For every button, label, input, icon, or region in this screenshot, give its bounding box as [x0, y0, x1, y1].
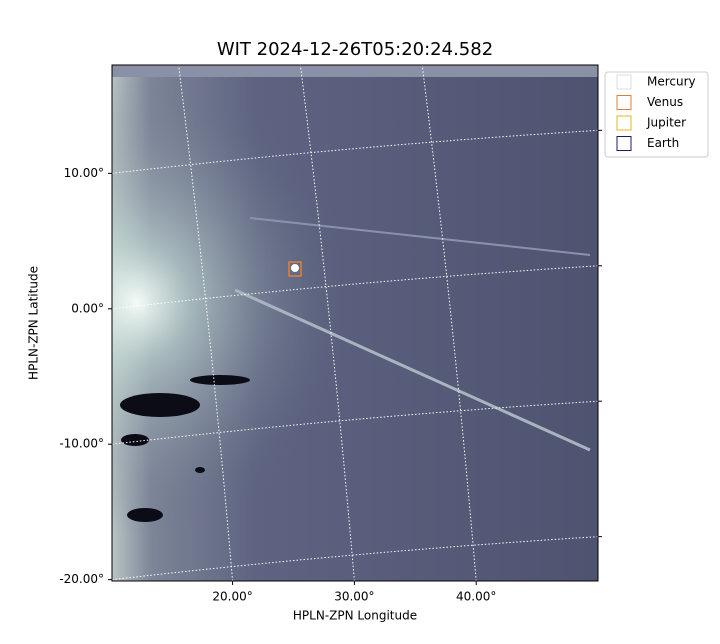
legend	[604, 71, 709, 158]
legend-marker	[616, 136, 632, 151]
chart-title: WIT 2024-12-26T05:20:24.582	[217, 39, 493, 60]
y-tick-label: 10.00°	[64, 166, 104, 180]
legend-label: Mercury	[647, 75, 696, 89]
grid-line	[111, 400, 599, 445]
top-band	[112, 65, 598, 77]
grid-line	[178, 64, 234, 582]
streak	[249, 217, 591, 256]
legend-marker	[616, 115, 632, 131]
streak	[234, 288, 591, 452]
y-axis-label: HPLN-ZPN Latitude	[27, 266, 41, 380]
x-axis-label: HPLN-ZPN Longitude	[293, 609, 417, 623]
legend-label: Earth	[647, 136, 679, 150]
legend-label: Venus	[647, 95, 683, 109]
grid-line	[111, 536, 599, 581]
legend-marker	[616, 74, 632, 90]
corona-glow	[112, 65, 598, 581]
legend-marker	[616, 95, 632, 110]
grid-line	[299, 64, 355, 582]
grid	[111, 64, 599, 582]
y-tick-label: -10.00°	[59, 437, 104, 451]
legend-label: Jupiter	[646, 116, 686, 130]
plot-frame	[111, 64, 599, 582]
grid-line	[421, 64, 477, 582]
x-tick-label: 40.00°	[456, 590, 496, 604]
y-tick-label: 0.00°	[71, 301, 104, 315]
grid-line	[111, 265, 599, 310]
venus-marker	[288, 261, 302, 277]
y-tick-label: -20.00°	[59, 572, 104, 586]
x-tick-label: 20.00°	[212, 590, 252, 604]
image	[112, 65, 598, 581]
venus	[291, 264, 299, 272]
dark-features	[120, 375, 250, 522]
x-tick-label: 30.00°	[334, 590, 374, 604]
grid-line	[111, 129, 599, 174]
